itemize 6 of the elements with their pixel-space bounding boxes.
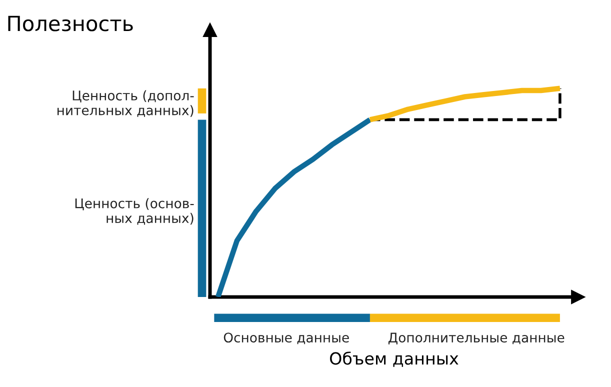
- text: Ценность (допол- нительных данных): [58, 90, 194, 117]
- text: Дополнительные данные: [388, 332, 564, 344]
- text: Ценность (основ- ных данных): [75, 198, 194, 225]
- y-axis-title: Полезность: [8, 16, 133, 32]
- text: Основные данные: [224, 332, 349, 344]
- x-axis-title: Объем данных: [330, 352, 458, 367]
